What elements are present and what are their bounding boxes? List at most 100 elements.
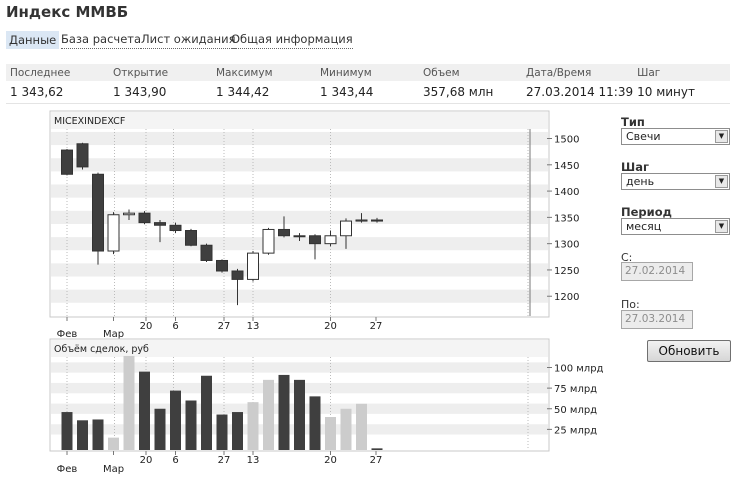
price-y-tick-label: 1200 (554, 292, 579, 303)
tab-calculation-base[interactable]: База расчета (61, 31, 142, 49)
tab-data[interactable]: Данные (6, 31, 60, 49)
price-y-tick-label: 1300 (554, 240, 579, 251)
volume-bar (309, 396, 321, 450)
volume-x-tick-label: Фев (57, 464, 78, 475)
refresh-button[interactable]: Обновить (647, 340, 731, 362)
period-label: Период (621, 205, 672, 219)
volume-x-tick-label: 27 (218, 455, 231, 466)
volume-bar (108, 437, 119, 450)
volume-bar (247, 402, 259, 450)
volume-bar (356, 403, 367, 450)
volume-y-tick-label: 25 млрд (554, 425, 597, 436)
volume-bar (123, 355, 135, 450)
value-open: 1 343,90 (109, 81, 212, 104)
volume-x-tick-label: 20 (324, 455, 337, 466)
volume-chart: Объём сделок, руб 100 млрд 75 млрд 50 млрд 2… (49, 338, 604, 475)
price-grid-band (51, 184, 548, 198)
price-x-tick-label: Фев (57, 329, 78, 340)
volume-x-tick-label: 13 (247, 455, 260, 466)
price-candle (185, 230, 197, 246)
price-candle (231, 270, 244, 280)
price-chart: MICEXINDEXCF 1200 1250 1300 1350 1400 1450 1500… (49, 110, 579, 340)
price-candle (154, 222, 166, 226)
volume-bar (139, 371, 150, 450)
header-open: Открытие (109, 64, 212, 81)
tab-general-info[interactable]: Общая информация (231, 31, 353, 49)
volume-bar (325, 417, 336, 450)
from-date-input: 27.02.2014 (621, 262, 693, 281)
tab-waiting-list[interactable]: Лист ожидания (141, 31, 236, 49)
period-select-value: месяц (626, 220, 662, 233)
volume-title-bar (51, 340, 548, 357)
price-grid-band (51, 263, 548, 277)
volume-bar (77, 420, 88, 450)
header-low: Минимум (316, 64, 419, 81)
price-candle (138, 212, 151, 224)
price-x-tick-label: 6 (172, 321, 178, 332)
price-grid-band (51, 210, 548, 224)
volume-grid-band (51, 362, 548, 373)
price-grid-band (51, 289, 548, 303)
price-candle (293, 235, 306, 238)
from-label: С: (621, 251, 633, 264)
price-candle (76, 143, 89, 168)
chevron-down-icon[interactable]: ▼ (715, 175, 728, 188)
volume-x-tick-label: Мар (103, 464, 124, 475)
price-candle (355, 219, 368, 222)
price-y-tick-label: 1350 (554, 213, 579, 224)
price-candle (309, 235, 321, 245)
value-datetime: 27.03.2014 11:39 (522, 81, 634, 104)
volume-bar (263, 379, 274, 450)
header-last: Последнее (6, 64, 109, 81)
period-select[interactable]: месяц ▼ (621, 218, 730, 235)
price-chart-title: MICEXINDEXCF (54, 116, 125, 127)
step-select[interactable]: день ▼ (621, 173, 730, 190)
price-candle (278, 228, 290, 237)
volume-x-tick-label: 6 (172, 455, 178, 466)
volume-bar (371, 448, 383, 450)
type-label: Тип (621, 115, 645, 129)
chevron-down-icon[interactable]: ▼ (715, 220, 728, 233)
chevron-down-icon[interactable]: ▼ (715, 130, 728, 143)
volume-x-tick-label: 20 (140, 455, 153, 466)
volume-chart-title: Объём сделок, руб (54, 344, 149, 355)
volume-bar (61, 412, 73, 450)
price-candle (169, 224, 182, 232)
to-date-input: 27.03.2014 (621, 310, 693, 329)
volume-bar (278, 374, 290, 450)
header-datetime: Дата/Время (522, 64, 634, 81)
price-grid-band (51, 131, 548, 146)
stats-header-row: Последнее Открытие Максимум Минимум Объе… (6, 64, 730, 81)
value-last: 1 343,62 (6, 81, 109, 104)
quote-stats-table: Последнее Открытие Максимум Минимум Объе… (6, 64, 730, 104)
volume-bar (92, 419, 104, 450)
header-high: Максимум (212, 64, 316, 81)
price-candle (92, 173, 104, 252)
price-y-tick-label: 1250 (554, 266, 579, 277)
step-select-value: день (626, 175, 655, 188)
price-x-tick-label: 27 (370, 321, 383, 332)
price-candle (200, 244, 213, 261)
to-label: По: (621, 298, 640, 311)
price-x-tick-label: 20 (140, 321, 153, 332)
price-candle (216, 259, 228, 272)
volume-bar (185, 400, 197, 450)
volume-y-tick-label: 50 млрд (554, 405, 597, 416)
price-x-tick-label: 20 (324, 321, 337, 332)
price-x-tick-label: 27 (218, 321, 231, 332)
price-candle (371, 219, 383, 222)
volume-bar (232, 412, 243, 450)
value-volume: 357,68 млн (419, 81, 522, 104)
volume-y-tick-label: 75 млрд (554, 384, 597, 395)
value-step: 10 минут (633, 81, 730, 104)
price-candle (123, 212, 135, 216)
price-candle (61, 149, 73, 175)
volume-bar (294, 379, 305, 450)
price-grid-band (51, 158, 548, 172)
price-y-tick-label: 1500 (554, 135, 579, 146)
price-x-tick-label: Мар (103, 329, 124, 340)
type-select[interactable]: Свечи ▼ (621, 128, 730, 145)
value-low: 1 343,44 (316, 81, 419, 104)
volume-x-tick-label: 27 (370, 455, 383, 466)
